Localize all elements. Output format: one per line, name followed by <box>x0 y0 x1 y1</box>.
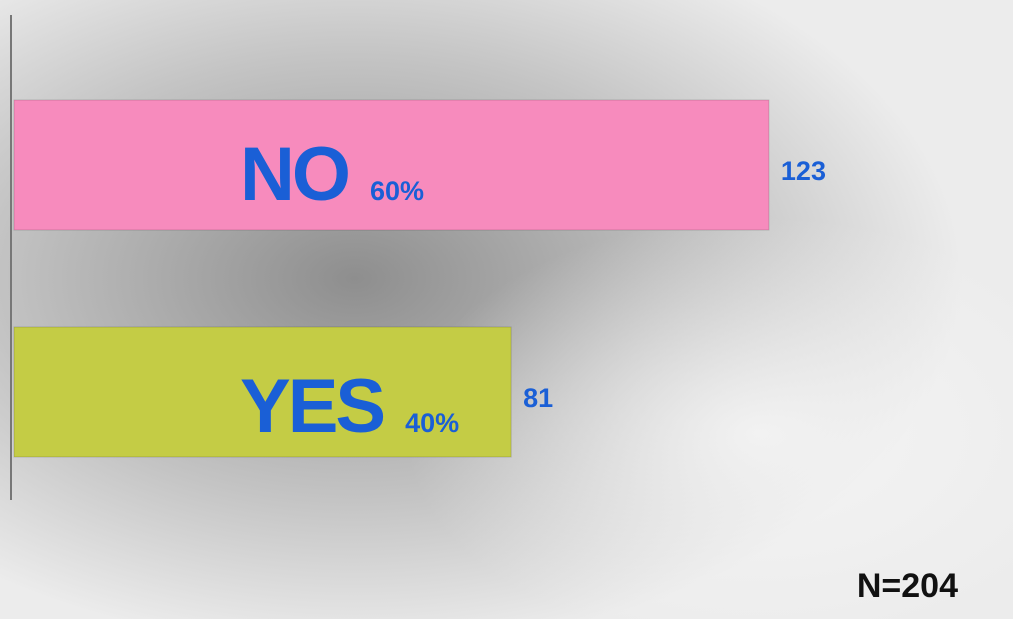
percent-label: 40% <box>405 408 459 438</box>
percent-label: 60% <box>370 176 424 206</box>
category-label: NO <box>240 132 348 217</box>
category-label: YES <box>240 364 383 449</box>
bar <box>13 326 512 458</box>
value-label: 81 <box>523 383 553 413</box>
bar <box>13 99 770 231</box>
annotation: N=204 <box>857 567 958 605</box>
value-label: 123 <box>781 156 826 186</box>
